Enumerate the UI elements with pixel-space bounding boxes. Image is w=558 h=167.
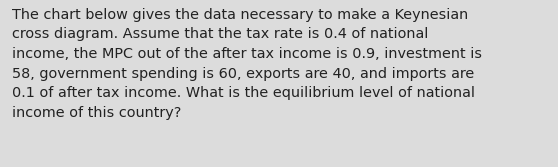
Text: The chart below gives the data necessary to make a Keynesian
cross diagram. Assu: The chart below gives the data necessary… — [12, 8, 482, 120]
